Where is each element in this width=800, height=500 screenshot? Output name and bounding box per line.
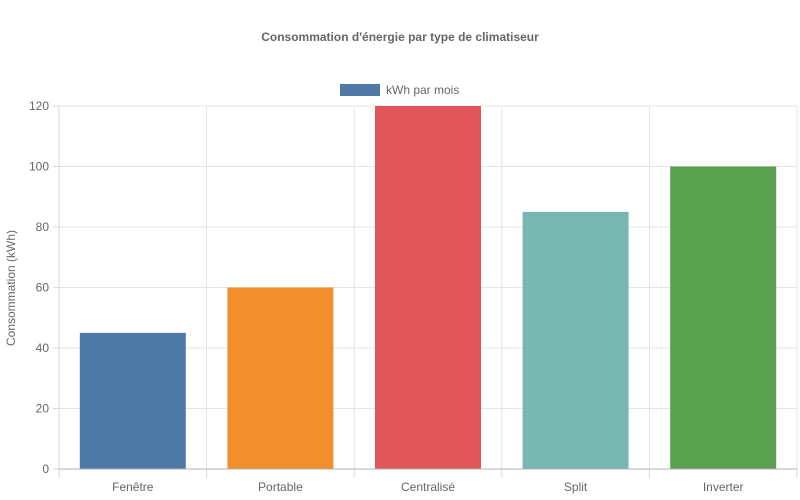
chart-title: Consommation d'énergie par type de clima… — [261, 30, 539, 44]
y-tick-label: 80 — [36, 220, 50, 234]
y-tick-label: 40 — [36, 341, 50, 355]
y-tick-label: 60 — [36, 281, 50, 295]
legend-label: kWh par mois — [386, 83, 459, 97]
legend-swatch — [340, 84, 380, 96]
bar-split[interactable] — [522, 211, 629, 469]
chart-legend[interactable]: kWh par mois — [340, 83, 459, 97]
chart-axes — [53, 105, 798, 478]
bar-centralisé[interactable] — [375, 106, 481, 469]
bar-portable[interactable] — [227, 287, 334, 470]
x-tick-label: Portable — [258, 480, 303, 494]
y-tick-label: 100 — [29, 160, 49, 174]
x-tick-label: Split — [564, 480, 588, 494]
y-tick-labels: 0 20 40 60 80 100 120 — [29, 99, 49, 476]
y-tick-label: 120 — [29, 99, 49, 113]
bar-inverter[interactable] — [670, 166, 777, 470]
y-tick-label: 0 — [42, 462, 49, 476]
x-tick-label: Inverter — [703, 480, 744, 494]
x-tick-labels: Fenêtre Portable Centralisé Split Inverter — [112, 480, 743, 494]
bar-fenêtre[interactable] — [79, 332, 186, 469]
bars-group — [79, 106, 777, 470]
y-tick-label: 20 — [36, 402, 50, 416]
y-axis-label: Consommation (kWh) — [4, 230, 18, 346]
x-tick-label: Fenêtre — [112, 480, 154, 494]
x-tick-label: Centralisé — [401, 480, 455, 494]
